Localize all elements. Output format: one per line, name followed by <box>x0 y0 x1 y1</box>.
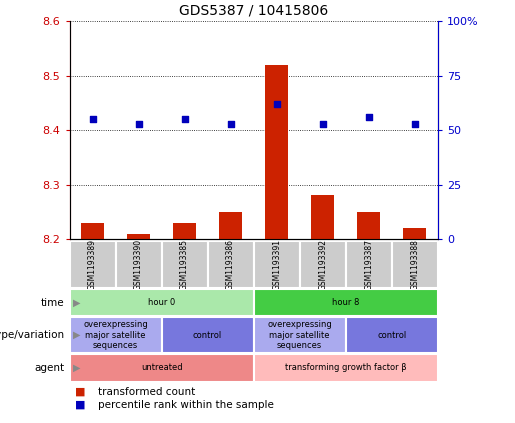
Point <box>89 116 97 123</box>
Bar <box>300 241 346 288</box>
Bar <box>115 241 162 288</box>
Bar <box>311 195 334 239</box>
Text: transforming growth factor β: transforming growth factor β <box>285 363 406 372</box>
Bar <box>346 241 392 288</box>
Point <box>410 120 419 127</box>
Text: ▶: ▶ <box>73 330 80 340</box>
Text: GSM1193388: GSM1193388 <box>410 239 419 290</box>
Text: overexpressing
major satellite
sequences: overexpressing major satellite sequences <box>83 320 148 350</box>
Bar <box>70 241 115 288</box>
Bar <box>70 317 162 353</box>
Bar <box>208 241 253 288</box>
Text: agent: agent <box>35 363 64 373</box>
Text: time: time <box>41 298 64 308</box>
Bar <box>162 317 253 353</box>
Bar <box>162 241 208 288</box>
Bar <box>346 317 438 353</box>
Text: ▶: ▶ <box>73 363 80 373</box>
Text: GSM1193391: GSM1193391 <box>272 239 281 290</box>
Bar <box>403 228 426 239</box>
Text: GSM1193392: GSM1193392 <box>318 239 327 290</box>
Bar <box>70 289 253 316</box>
Bar <box>357 212 380 239</box>
Bar <box>70 354 253 382</box>
Bar <box>253 354 438 382</box>
Text: ■: ■ <box>75 400 85 410</box>
Text: GSM1193390: GSM1193390 <box>134 239 143 290</box>
Text: GSM1193386: GSM1193386 <box>226 239 235 290</box>
Text: overexpressing
major satellite
sequences: overexpressing major satellite sequences <box>267 320 332 350</box>
Bar <box>173 222 196 239</box>
Bar <box>392 241 438 288</box>
Bar <box>127 233 150 239</box>
Point <box>272 101 281 107</box>
Bar <box>81 222 104 239</box>
Point <box>227 120 235 127</box>
Text: ■: ■ <box>75 387 85 397</box>
Bar <box>265 65 288 239</box>
Text: GSM1193389: GSM1193389 <box>88 239 97 290</box>
Bar <box>253 289 438 316</box>
Text: GSM1193387: GSM1193387 <box>364 239 373 290</box>
Text: untreated: untreated <box>141 363 182 372</box>
Text: control: control <box>193 331 222 340</box>
Text: transformed count: transformed count <box>98 387 195 397</box>
Text: GSM1193385: GSM1193385 <box>180 239 189 290</box>
Text: control: control <box>377 331 406 340</box>
Point <box>134 120 143 127</box>
Point <box>180 116 188 123</box>
Text: percentile rank within the sample: percentile rank within the sample <box>98 400 274 410</box>
Bar <box>219 212 242 239</box>
Text: hour 8: hour 8 <box>332 298 359 307</box>
Bar <box>253 241 300 288</box>
Point <box>365 114 373 121</box>
Text: ▶: ▶ <box>73 298 80 308</box>
Bar <box>253 317 346 353</box>
Title: GDS5387 / 10415806: GDS5387 / 10415806 <box>179 3 328 17</box>
Point <box>319 120 327 127</box>
Text: genotype/variation: genotype/variation <box>0 330 64 340</box>
Text: hour 0: hour 0 <box>148 298 175 307</box>
